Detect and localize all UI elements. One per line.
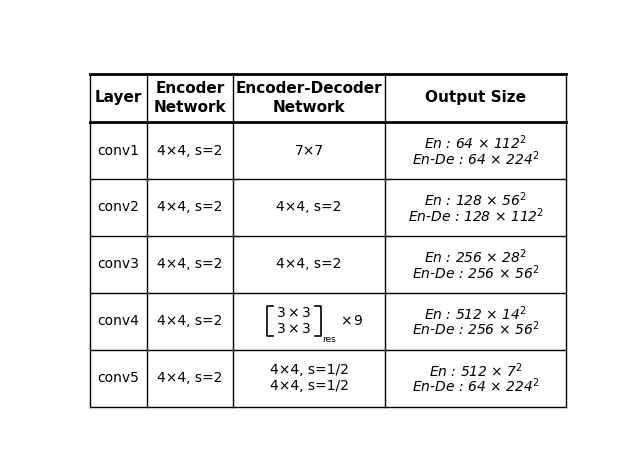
- Text: 4×4, s=2: 4×4, s=2: [157, 200, 223, 214]
- Text: $\mathit{En}$-$\mathit{De}$ : 256 $\times$ 56$^2$: $\mathit{En}$-$\mathit{De}$ : 256 $\time…: [412, 320, 540, 339]
- Text: conv3: conv3: [97, 257, 140, 272]
- Text: conv2: conv2: [97, 200, 140, 214]
- Text: 4×4, s=1/2: 4×4, s=1/2: [269, 363, 348, 377]
- Text: $\mathit{En}$ : 512 $\times$ 14$^2$: $\mathit{En}$ : 512 $\times$ 14$^2$: [424, 304, 527, 323]
- Text: 4×4, s=1/2: 4×4, s=1/2: [269, 379, 348, 393]
- Text: 4×4, s=2: 4×4, s=2: [157, 257, 223, 272]
- Text: Layer: Layer: [95, 90, 142, 106]
- Text: $\mathit{En}$ : 128 $\times$ 56$^2$: $\mathit{En}$ : 128 $\times$ 56$^2$: [424, 190, 527, 209]
- Text: 4×4, s=2: 4×4, s=2: [157, 371, 223, 385]
- Text: $3\times3$: $3\times3$: [276, 306, 312, 320]
- Text: $\mathit{En}$ : 64 $\times$ 112$^2$: $\mathit{En}$ : 64 $\times$ 112$^2$: [424, 133, 527, 152]
- Text: Encoder
Network: Encoder Network: [154, 81, 226, 115]
- Text: conv1: conv1: [97, 144, 140, 158]
- Text: $\mathit{En}$-$\mathit{De}$ : 256 $\times$ 56$^2$: $\mathit{En}$-$\mathit{De}$ : 256 $\time…: [412, 263, 540, 281]
- Text: conv5: conv5: [97, 371, 140, 385]
- Text: $\mathit{En}$-$\mathit{De}$ : 128 $\times$ 112$^2$: $\mathit{En}$-$\mathit{De}$ : 128 $\time…: [408, 206, 543, 225]
- Text: 4×4, s=2: 4×4, s=2: [157, 314, 223, 328]
- Text: $\times\,9$: $\times\,9$: [340, 314, 364, 328]
- Text: $\mathit{En}$-$\mathit{De}$ : 64 $\times$ 224$^2$: $\mathit{En}$-$\mathit{De}$ : 64 $\times…: [412, 149, 540, 168]
- Text: res: res: [323, 334, 336, 344]
- Text: Encoder-Decoder
Network: Encoder-Decoder Network: [236, 81, 382, 115]
- Text: 7×7: 7×7: [294, 144, 323, 158]
- Text: $3\times3$: $3\times3$: [276, 322, 312, 336]
- Text: 4×4, s=2: 4×4, s=2: [276, 200, 342, 214]
- Text: Output Size: Output Size: [425, 90, 526, 106]
- Text: conv4: conv4: [97, 314, 140, 328]
- Text: 4×4, s=2: 4×4, s=2: [157, 144, 223, 158]
- Text: 4×4, s=2: 4×4, s=2: [276, 257, 342, 272]
- Text: $\mathit{En}$ : 256 $\times$ 28$^2$: $\mathit{En}$ : 256 $\times$ 28$^2$: [424, 247, 527, 266]
- Text: $\mathit{En}$-$\mathit{De}$ : 64 $\times$ 224$^2$: $\mathit{En}$-$\mathit{De}$ : 64 $\times…: [412, 377, 540, 395]
- Text: $\mathit{En}$ : 512 $\times$ 7$^2$: $\mathit{En}$ : 512 $\times$ 7$^2$: [429, 361, 523, 379]
